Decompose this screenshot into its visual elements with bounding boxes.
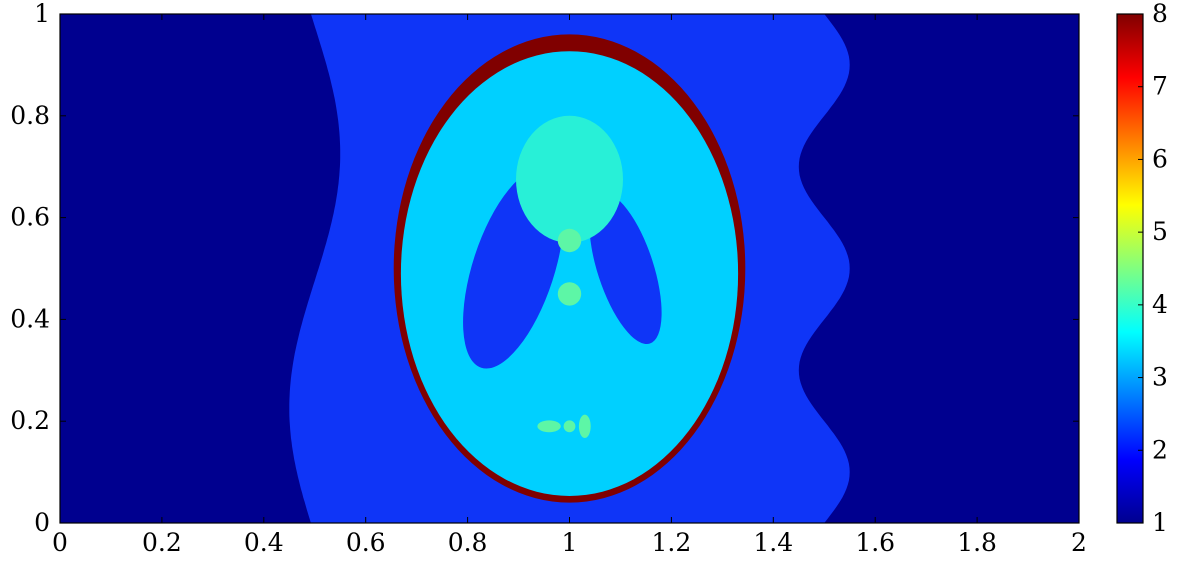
upper-blob-region [516,115,623,243]
right-ventricle-region [589,192,662,345]
colorbar: 1 2 3 4 5 6 7 8 [1116,0,1168,537]
colorbar-tick-label: 8 [1152,0,1168,28]
y-tick-label: 0.2 [10,406,50,435]
x-tick-label: 0.2 [142,528,182,557]
x-tick-label: 0.4 [244,528,284,557]
x-tick-label: 2 [1071,528,1087,557]
colorbar-tick-label: 5 [1152,217,1168,246]
y-tick-label: 0.8 [10,101,50,130]
x-tick-label: 1.8 [957,528,997,557]
x-tick-label: 1 [562,528,578,557]
x-tick-label: 1.4 [753,528,793,557]
x-axis: 0 0.2 0.4 0.6 0.8 1 1.2 1.4 1.6 1.8 2 [52,14,1087,557]
spot-low-center-region [563,420,576,433]
x-tick-label: 0 [52,528,68,557]
colorbar-tick-label: 7 [1152,72,1168,101]
brain-region [400,51,739,496]
x-tick-label: 1.2 [652,528,692,557]
spot-low-left-region [537,420,561,433]
y-tick-label: 0 [34,508,50,537]
y-axis: 0 0.2 0.4 0.6 0.8 1 [10,0,1079,537]
colorbar-ticks: 1 2 3 4 5 6 7 8 [1138,0,1168,537]
colorbar-tick-label: 4 [1152,290,1168,319]
x-tick-label: 1.6 [855,528,895,557]
small-spot-mid-region [557,282,582,306]
y-tick-label: 1 [34,0,50,28]
y-tick-label: 0.6 [10,203,50,232]
small-spot-top-region [557,228,582,253]
spot-low-right-region [578,414,591,438]
colorbar-gradient [1116,13,1144,524]
colorbar-tick-label: 6 [1152,144,1168,173]
heatmap-plot-area [60,14,1079,523]
x-tick-label: 0.6 [346,528,386,557]
colorbar-tick-label: 2 [1152,435,1168,464]
x-tick-label: 0.8 [448,528,488,557]
y-tick-label: 0.4 [10,304,50,333]
colorbar-tick-label: 3 [1152,363,1168,392]
colorbar-tick-label: 1 [1152,508,1168,537]
